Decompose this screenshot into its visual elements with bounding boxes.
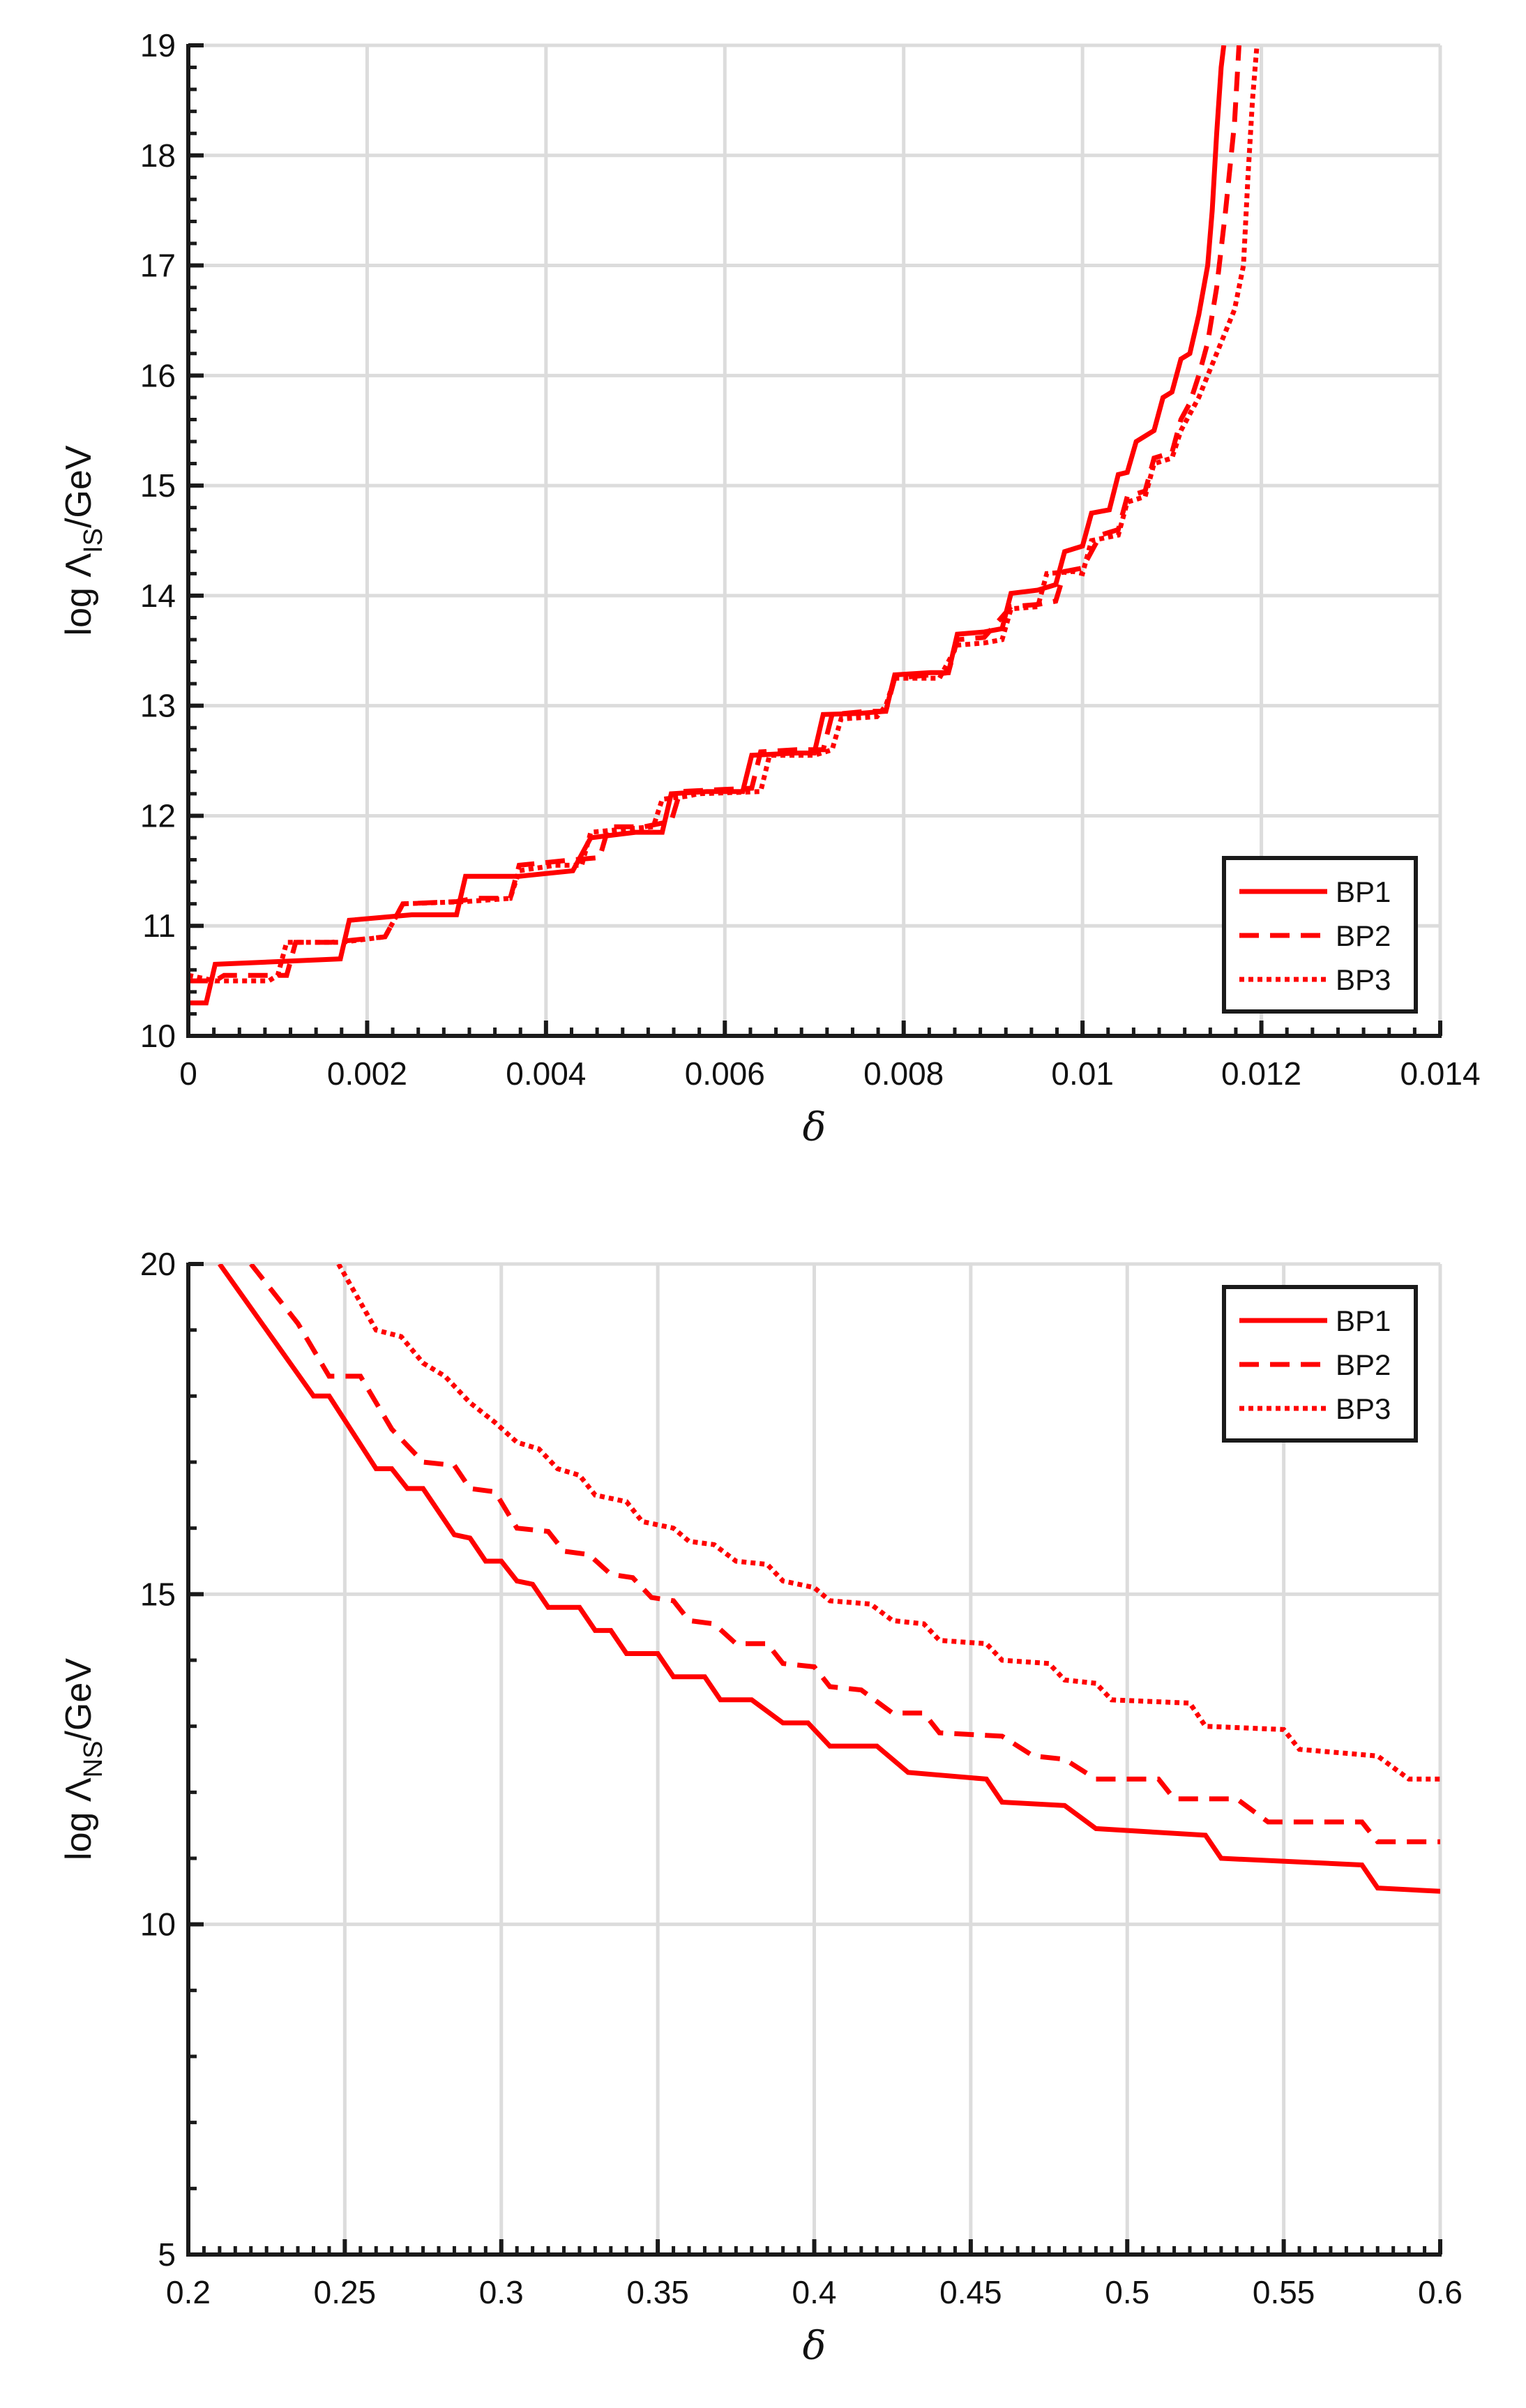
y-tick-label: 10 [140,1018,176,1054]
y-label-prefix: log Λ [59,1777,99,1860]
y-axis-label: log ΛNS/GeV [59,1658,108,1860]
legend-label-bp3: BP3 [1336,963,1391,996]
tick-labels: 0 0.002 0.004 0.006 0.008 0.01 0.012 0.014 10 11 1… [140,27,1481,1092]
y-label-subscript: NS [79,1741,108,1778]
y-tick-label: 19 [140,27,176,63]
series-line-bp3 [188,45,1260,984]
y-label-suffix: /GeV [59,445,99,528]
y-axis-label: log ΛIS/GeV [59,445,108,635]
y-tick-label: 16 [140,357,176,393]
legend: BP1 BP2 BP3 [1222,856,1418,1014]
x-tick-label: 0.55 [1253,2274,1315,2310]
y-label-subscript: IS [79,528,108,553]
series-line-bp2 [249,1264,1440,1844]
legend: BP1 BP2 BP3 [1222,1285,1418,1443]
x-tick-label: 0.002 [327,1055,407,1092]
y-tick-label: 17 [140,248,176,284]
x-tick-label: 0.5 [1105,2274,1149,2310]
x-tick-label: 0.35 [626,2274,689,2310]
legend-label-bp1: BP1 [1336,1304,1391,1337]
x-tick-label: 0.014 [1400,1055,1480,1092]
y-tick-label: 18 [140,137,176,174]
y-tick-label: 15 [140,467,176,504]
series-line-bp1 [218,1264,1440,1894]
x-tick-label: 0.012 [1221,1055,1301,1092]
series-line-bp1 [188,45,1227,1006]
x-tick-label: 0.3 [479,2274,524,2310]
grid [186,43,1442,1038]
y-tick-label: 12 [140,797,176,834]
legend-label-bp2: BP2 [1336,919,1391,952]
legend-label-bp1: BP1 [1336,875,1391,908]
y-tick-label: 15 [140,1576,176,1612]
chart-panel-top: 0 0.002 0.004 0.006 0.008 0.01 0.012 0.014 10 11 1… [59,27,1481,1150]
legend-label-bp3: BP3 [1336,1392,1391,1425]
y-tick-label: 20 [140,1246,176,1282]
series-line-bp3 [336,1264,1440,1782]
axes [186,43,1442,1038]
x-tick-label: 0.006 [685,1055,765,1092]
x-axis-label: δ [803,2324,826,2369]
y-tick-label: 13 [140,688,176,724]
tick-labels: 0.2 0.25 0.3 0.35 0.4 0.45 0.5 0.55 0.6 5 10 15 20 [140,1246,1463,2310]
chart-panel-bottom: 0.2 0.25 0.3 0.35 0.4 0.45 0.5 0.55 0.6 5 10 15 20 δ… [59,1246,1463,2369]
x-tick-label: 0.004 [506,1055,586,1092]
y-label-suffix: /GeV [59,1658,99,1741]
series-group [218,1264,1440,1894]
x-tick-label: 0.25 [314,2274,377,2310]
legend-label-bp2: BP2 [1336,1348,1391,1381]
x-tick-label: 0.2 [166,2274,211,2310]
series-group [188,45,1260,1006]
y-tick-label: 11 [142,908,176,944]
y-label-prefix: log Λ [59,553,99,636]
x-tick-label: 0.45 [939,2274,1002,2310]
x-tick-label: 0 [179,1055,197,1092]
y-tick-label: 5 [158,2236,176,2273]
y-tick-label: 10 [140,1906,176,1943]
x-tick-label: 0.6 [1418,2274,1463,2310]
x-axis-label: δ [803,1105,826,1150]
x-tick-label: 0.4 [792,2274,837,2310]
axes [186,1262,1442,2257]
y-tick-label: 14 [140,578,176,614]
x-tick-label: 0.008 [863,1055,944,1092]
x-tick-label: 0.01 [1051,1055,1114,1092]
